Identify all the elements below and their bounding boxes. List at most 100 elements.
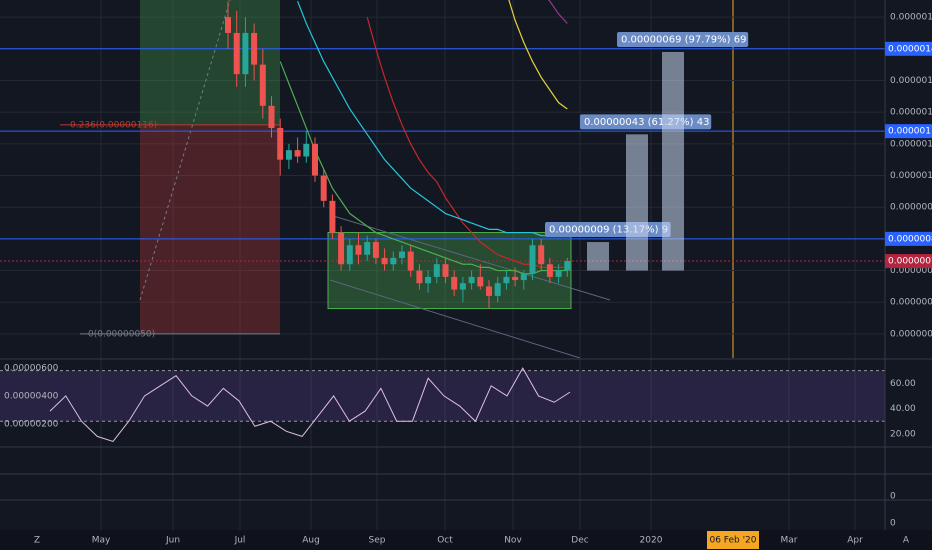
candle-body xyxy=(320,175,327,201)
panel-tick-label: 0 xyxy=(890,519,896,529)
candle-body xyxy=(303,143,310,157)
price-label-box xyxy=(885,124,932,139)
candle-body xyxy=(520,273,527,281)
candle-body xyxy=(233,32,240,75)
channel-line xyxy=(329,279,581,358)
moving-average xyxy=(279,61,568,275)
y-tick-label: 0.00000070 xyxy=(890,266,932,276)
panel-tick-label: 0 xyxy=(890,492,896,502)
price-label: 0.00000114 xyxy=(888,127,932,137)
x-tick-label: Aug xyxy=(302,536,320,546)
candle-body xyxy=(364,242,371,255)
candle-body xyxy=(242,32,249,75)
candle-body xyxy=(555,270,562,277)
x-tick-label: Mar xyxy=(781,536,798,546)
candle-body xyxy=(538,245,545,265)
candle-body xyxy=(546,264,553,277)
y-tick-label: 0.00000150 xyxy=(890,13,932,23)
x-tick-label: 2020 xyxy=(640,536,663,546)
candle-body xyxy=(225,17,231,33)
candle-body xyxy=(294,150,301,157)
left-axis-label: 0.00000600 xyxy=(4,364,59,374)
fib-label: 0(0.00000050) xyxy=(88,329,155,339)
candle-body xyxy=(277,127,284,160)
candle-body xyxy=(433,264,440,277)
projection-label: 0.00000069 (97.79%) 69 xyxy=(621,34,746,45)
rsi-tick-label: 40.00 xyxy=(890,404,916,414)
icon[interactable]: A xyxy=(903,536,910,546)
projection xyxy=(662,51,684,271)
moving-average xyxy=(297,1,568,237)
profit-zone xyxy=(140,0,280,125)
price-label-box xyxy=(885,41,932,56)
icon[interactable]: Z xyxy=(34,536,40,546)
candle-body xyxy=(285,150,292,160)
candle-body xyxy=(312,143,318,176)
price-label-box xyxy=(885,254,932,269)
x-tick-label: May xyxy=(92,536,111,546)
x-tick-label: Jun xyxy=(165,536,180,546)
candle-body xyxy=(338,232,345,265)
candle-body xyxy=(329,200,336,233)
date-marker-label: 06 Feb '20 xyxy=(709,536,756,546)
candle-body xyxy=(477,276,484,287)
price-panel: 0.236(0.00000116) 0(0.00000050) 0.00000009… xyxy=(0,0,885,358)
candle-body xyxy=(512,276,519,281)
price-label: 0.00000073 xyxy=(888,257,932,267)
candle-body xyxy=(468,276,475,284)
candle-body xyxy=(416,270,423,284)
moving-average xyxy=(547,0,568,24)
rsi-band xyxy=(0,370,885,422)
moving-average xyxy=(508,0,568,110)
candle-body xyxy=(381,257,388,265)
candle-body xyxy=(372,242,379,258)
date-marker-box xyxy=(707,531,759,549)
left-axis-label: 0.00000400 xyxy=(4,392,59,402)
projection xyxy=(587,242,609,271)
projection-label: 0.00000043 (61.27%) 43 xyxy=(584,117,709,128)
time-axis xyxy=(0,530,932,550)
projection xyxy=(626,134,648,271)
candle-body xyxy=(442,264,449,277)
x-tick-label: Nov xyxy=(504,536,522,546)
candle-body xyxy=(251,32,258,65)
candle-body xyxy=(503,276,510,284)
y-tick-label: 0.00000050 xyxy=(890,329,932,339)
candle-body xyxy=(564,261,571,271)
x-tick-label: Jul xyxy=(234,536,246,546)
candle-body xyxy=(425,276,432,284)
rsi-panel: 60.00 40.00 20.00 0.00000600 0.00000400 0.000… xyxy=(0,364,916,443)
candle-body xyxy=(346,245,353,265)
candle-body xyxy=(407,251,414,271)
projection-label-box xyxy=(617,31,749,47)
candle-body xyxy=(529,245,536,274)
price-label: 0.00000140 xyxy=(888,44,932,54)
projection-label: 0.00000009 (13.17%) 9 xyxy=(549,225,668,236)
y-tick-label: 0.00000060 xyxy=(890,298,932,308)
candle-body xyxy=(268,105,275,128)
price-label: 0.00000080 xyxy=(888,234,932,244)
rsi-tick-label: 20.00 xyxy=(890,429,916,439)
rsi-line xyxy=(49,367,571,443)
candle-body xyxy=(355,245,362,255)
y-tick-label: 0.00000090 xyxy=(890,203,932,213)
y-tick-label: 0.00000130 xyxy=(890,76,932,86)
y-tick-label: 0.00000110 xyxy=(890,139,932,149)
x-tick-label: Dec xyxy=(571,536,588,546)
candle-body xyxy=(399,251,405,258)
trend-line xyxy=(139,0,231,301)
candle-body xyxy=(390,257,397,265)
candle-body xyxy=(459,283,466,290)
price-label-box xyxy=(885,231,932,246)
candle-body xyxy=(451,276,458,290)
loss-zone xyxy=(140,124,280,334)
rsi-tick-label: 60.00 xyxy=(890,379,916,389)
candle-body xyxy=(259,64,266,106)
left-axis-label: 0.00000200 xyxy=(4,420,59,430)
x-tick-label: Oct xyxy=(437,536,453,546)
channel-line xyxy=(329,214,611,301)
candle-body xyxy=(494,283,501,296)
